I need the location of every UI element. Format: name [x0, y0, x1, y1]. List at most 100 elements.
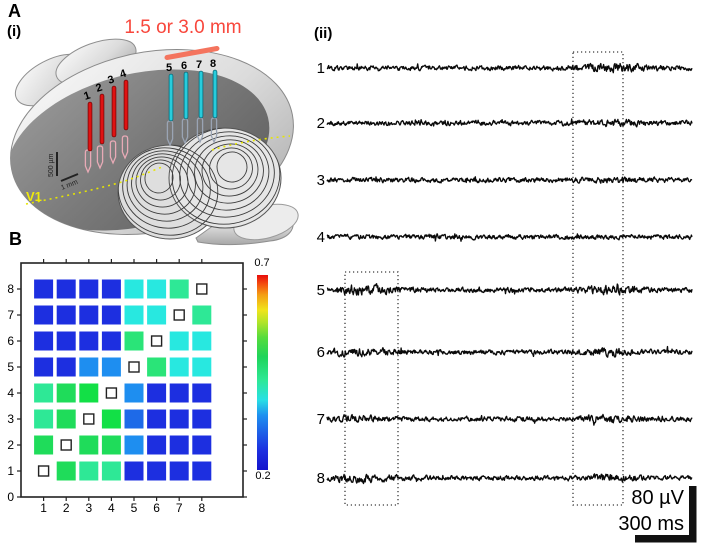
- y-axis-tick-label: 3: [7, 412, 14, 426]
- y-axis-tick-label: 8: [7, 282, 14, 296]
- x-axis-tick-label: 1: [40, 501, 47, 515]
- y-axis-tick-label: 2: [7, 438, 14, 452]
- heatmap-cell: [192, 357, 212, 377]
- heatmap-cell: [192, 383, 212, 403]
- heatmap-diagonal-marker: [105, 387, 118, 399]
- heatmap-cell: [56, 279, 76, 299]
- heatmap-cells: [34, 279, 212, 481]
- heatmap-cell: [56, 331, 76, 351]
- v1-border-dashed-line-left: [25, 166, 163, 205]
- trace-number-label: 7: [317, 411, 325, 428]
- electrode-number: 4: [118, 67, 128, 81]
- trace-number-label: 1: [317, 60, 325, 77]
- cerebellar-folium-line: [186, 135, 270, 211]
- heatmap-cell: [34, 409, 54, 429]
- voltage-trace: [326, 233, 693, 242]
- trace-number-label: 4: [317, 229, 325, 246]
- electrode-number: 8: [210, 58, 216, 70]
- electrode-arrays: 123 4 5 6 7 8: [82, 58, 218, 174]
- time-scale-bar: [635, 535, 697, 543]
- x-axis-tick-label: 5: [131, 501, 138, 515]
- cerebellar-folium-line: [131, 153, 196, 215]
- trace-number-label: 6: [317, 344, 325, 361]
- highlight-box-left: [344, 271, 399, 506]
- heatmap-cell: [79, 461, 99, 481]
- heatmap-cell: [101, 357, 121, 377]
- cerebellar-folium-line: [126, 150, 204, 222]
- heatmap-cell: [34, 279, 54, 299]
- heatmap-cell: [79, 357, 99, 377]
- electrode-number: 5: [166, 62, 172, 74]
- heatmap-cell: [169, 357, 189, 377]
- voltage-trace: [326, 413, 693, 426]
- heatmap-diagonal-marker: [37, 465, 50, 477]
- v1-label: V1: [26, 189, 42, 204]
- heatmap-diagonal-marker: [60, 439, 72, 451]
- y-axis-tick-label: 4: [7, 386, 14, 400]
- heatmap-cell: [169, 435, 189, 455]
- heatmap-cell: [79, 305, 99, 325]
- heatmap-cell: [56, 461, 76, 481]
- heatmap-cell: [34, 383, 54, 403]
- cerebellar-folium-line: [201, 143, 259, 197]
- electrode-number: 1: [82, 89, 92, 102]
- electrode-number: 6: [181, 60, 187, 72]
- panel-b-label: B: [9, 229, 22, 249]
- heatmap-cell: [192, 331, 212, 351]
- implanted-electrode-outline: [109, 140, 117, 165]
- cerebellum-contours-right: [171, 128, 281, 225]
- heatmap-cell: [79, 279, 99, 299]
- colorbar-max-label: 0.7: [254, 257, 269, 269]
- heatmap-cell: [34, 331, 54, 351]
- colorbar: [257, 275, 268, 470]
- depth-scale-label: 500 µm: [48, 153, 55, 177]
- cerebellar-folium-line: [194, 139, 264, 204]
- heatmap-cell: [192, 435, 212, 455]
- heatmap-cell: [147, 357, 167, 377]
- y-axis-tick-label: 6: [7, 334, 14, 348]
- voltage-trace: [326, 62, 693, 74]
- voltage-trace: [326, 345, 693, 358]
- heatmap-cell: [147, 409, 167, 429]
- correlation-heatmap: 1 2 3 4 5 6 7 8 0 1 2 3 4 5 6 7 8 0.7 0.2: [7, 257, 270, 515]
- distance-label: 1.5 or 3.0 mm: [124, 17, 241, 38]
- v1-border-dashed-line-right: [211, 135, 291, 151]
- implanted-electrode-outline: [96, 145, 104, 170]
- colorbar-min-label: 0.2: [255, 470, 270, 482]
- heatmap-cell: [124, 279, 144, 299]
- implanted-electrode-outline: [121, 135, 129, 160]
- heatmap-cell: [147, 279, 167, 299]
- panel-ai-label: (i): [7, 23, 22, 40]
- y-axis-tick-label: 0: [7, 490, 14, 504]
- panel-a-label: A: [8, 1, 21, 21]
- distance-indicator-bar: [164, 46, 220, 60]
- panel-aii-label: (ii): [314, 25, 332, 42]
- voltage-trace: [326, 176, 693, 184]
- heatmap-cell: [124, 305, 144, 325]
- spacing-scale-bar: [60, 173, 79, 182]
- heatmap-plot-border: [20, 262, 244, 498]
- trace-number-label: 2: [317, 115, 325, 132]
- cerebellar-folium-line: [179, 131, 275, 218]
- x-axis-tick-label: 3: [85, 501, 92, 515]
- x-axis-tick-label: 6: [153, 501, 160, 515]
- heatmap-cell: [124, 435, 144, 455]
- voltage-scale-label: 80 µV: [631, 487, 684, 509]
- heatmap-cell: [101, 409, 121, 429]
- heatmap-cell: [56, 357, 76, 377]
- y-axis-tick-label: 1: [7, 464, 14, 478]
- heatmap-cell: [192, 409, 212, 429]
- heatmap-cell: [147, 461, 167, 481]
- x-axis-tick-label: 8: [198, 501, 205, 515]
- heatmap-cell: [147, 383, 167, 403]
- heatmap-cell: [169, 279, 189, 299]
- heatmap-diagonal-marker: [173, 309, 185, 321]
- heatmap-cell: [101, 279, 121, 299]
- brain-diagram: V1 500 µm 1 mm 123 4 5 6 7 8 1.5 or 3.0 mm: [6, 17, 299, 245]
- heatmap-cell: [124, 331, 144, 351]
- heatmap-diagonal-marker: [150, 335, 163, 347]
- heatmap-cell: [56, 409, 76, 429]
- heatmap-cell: [56, 383, 76, 403]
- heatmap-cell: [169, 331, 189, 351]
- heatmap-cell: [124, 409, 144, 429]
